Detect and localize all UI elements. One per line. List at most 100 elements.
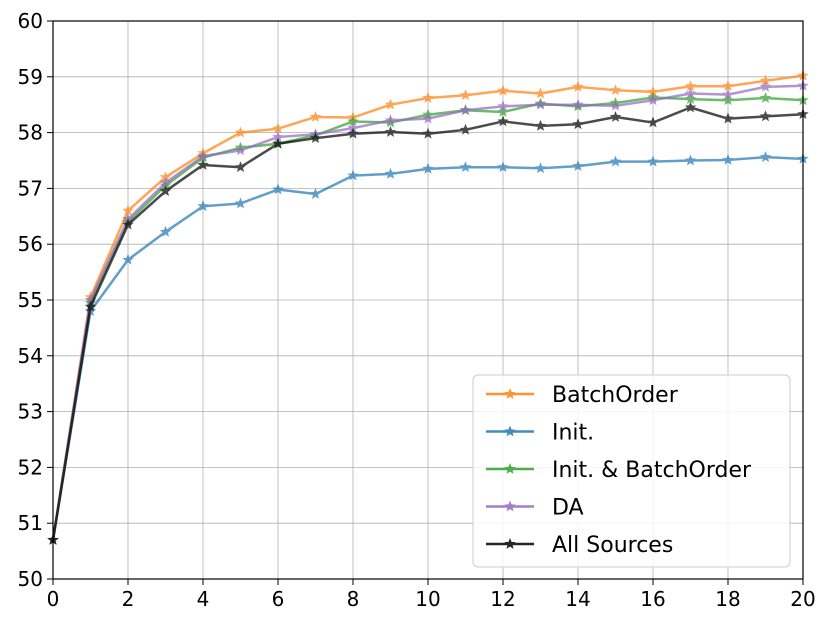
y-tick-label: 60 bbox=[18, 9, 43, 33]
x-tick-label: 20 bbox=[790, 587, 815, 611]
legend-marker bbox=[504, 388, 516, 399]
data-point bbox=[347, 115, 359, 127]
legend-item bbox=[486, 538, 534, 549]
y-tick-label: 51 bbox=[18, 511, 43, 535]
data-point bbox=[572, 80, 584, 92]
y-tick-label: 52 bbox=[18, 455, 43, 479]
x-tick-label: 8 bbox=[347, 587, 360, 611]
data-point bbox=[234, 144, 247, 156]
y-tick-label: 57 bbox=[18, 176, 43, 200]
data-point bbox=[309, 110, 322, 122]
data-point bbox=[497, 115, 509, 127]
legend-label: Init. & BatchOrder bbox=[552, 458, 752, 483]
data-point bbox=[722, 88, 734, 100]
data-point bbox=[459, 161, 472, 173]
data-point bbox=[684, 87, 697, 99]
data-point bbox=[309, 132, 322, 144]
data-point bbox=[122, 213, 134, 224]
data-point bbox=[384, 98, 397, 110]
legend-label: DA bbox=[552, 496, 584, 521]
data-point bbox=[422, 92, 434, 103]
data-point bbox=[722, 94, 734, 106]
data-point bbox=[497, 105, 509, 117]
data-point bbox=[684, 80, 697, 92]
data-point bbox=[272, 137, 284, 149]
data-point bbox=[384, 126, 397, 137]
data-point bbox=[197, 200, 209, 212]
data-point bbox=[534, 87, 547, 99]
x-tick-label: 10 bbox=[415, 587, 440, 611]
legend-item bbox=[486, 388, 534, 399]
data-point bbox=[534, 162, 547, 174]
data-point bbox=[234, 197, 247, 209]
data-point bbox=[234, 126, 247, 138]
data-point bbox=[759, 92, 772, 103]
data-point bbox=[534, 119, 547, 131]
x-tick-label: 4 bbox=[197, 587, 210, 611]
x-tick-label: 2 bbox=[122, 587, 135, 611]
legend-box bbox=[472, 374, 791, 568]
legend-marker bbox=[504, 500, 516, 512]
y-tick-label: 59 bbox=[18, 65, 43, 89]
data-point bbox=[609, 84, 622, 96]
data-point bbox=[384, 114, 397, 126]
data-point bbox=[347, 169, 359, 181]
y-tick-label: 58 bbox=[18, 121, 43, 145]
data-point bbox=[572, 160, 584, 171]
x-tick-label: 14 bbox=[565, 587, 590, 611]
legend-item bbox=[486, 500, 534, 512]
data-point bbox=[197, 150, 209, 161]
x-tick-label: 0 bbox=[47, 587, 60, 611]
data-point bbox=[422, 162, 434, 174]
data-point bbox=[459, 104, 472, 116]
data-point bbox=[684, 101, 697, 113]
y-tick-label: 54 bbox=[18, 344, 43, 368]
x-tick-label: 18 bbox=[715, 587, 740, 611]
legend-item bbox=[486, 425, 534, 437]
data-point bbox=[347, 122, 359, 133]
data-point bbox=[272, 131, 284, 142]
axes-ticks: 0 2 4 6 8 10 12 14 16 18 20 50 51 52 53 54 55 56 57 58 59 60 bbox=[18, 9, 816, 611]
data-point bbox=[459, 89, 472, 101]
legend-marker bbox=[504, 425, 516, 437]
x-tick-label: 12 bbox=[490, 587, 515, 611]
data-point bbox=[159, 176, 172, 188]
data-point bbox=[234, 161, 247, 173]
data-point bbox=[347, 127, 359, 139]
data-point bbox=[122, 218, 134, 230]
data-point bbox=[197, 158, 209, 170]
data-point bbox=[159, 171, 172, 183]
legend-marker bbox=[504, 538, 516, 549]
data-point bbox=[459, 123, 472, 135]
data-point bbox=[572, 118, 584, 130]
data-point bbox=[84, 300, 97, 312]
data-point bbox=[497, 161, 509, 173]
data-point bbox=[609, 110, 622, 122]
data-point bbox=[84, 294, 97, 305]
data-point bbox=[159, 185, 172, 197]
data-point bbox=[572, 98, 584, 110]
data-point bbox=[647, 155, 659, 167]
x-tick-label: 16 bbox=[640, 587, 665, 611]
data-point bbox=[684, 93, 697, 104]
data-point bbox=[497, 84, 509, 96]
data-point bbox=[309, 187, 322, 199]
data-point bbox=[647, 94, 659, 106]
legend-label: BatchOrder bbox=[552, 383, 679, 408]
data-point bbox=[759, 80, 772, 92]
legend: BatchOrder Init. Init. & BatchOrder DA All S… bbox=[472, 374, 791, 568]
data-point bbox=[122, 204, 134, 216]
data-point bbox=[122, 253, 134, 265]
legend-marker bbox=[504, 463, 516, 474]
data-point bbox=[422, 112, 434, 124]
data-point bbox=[722, 112, 734, 124]
data-point bbox=[684, 154, 697, 166]
data-point bbox=[647, 85, 659, 97]
data-point bbox=[609, 155, 622, 167]
data-point bbox=[272, 122, 284, 134]
data-point bbox=[497, 100, 509, 112]
legend-label: Init. bbox=[552, 421, 594, 446]
data-point bbox=[759, 74, 772, 86]
data-point bbox=[534, 98, 547, 110]
